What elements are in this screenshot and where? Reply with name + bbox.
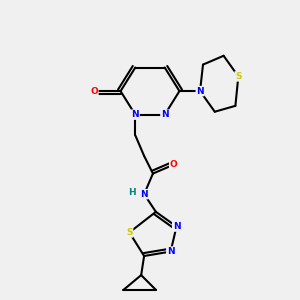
Text: O: O: [90, 87, 98, 96]
Text: S: S: [126, 228, 133, 237]
Text: S: S: [235, 72, 242, 81]
Text: N: N: [161, 110, 169, 119]
Text: N: N: [173, 222, 180, 231]
Text: N: N: [140, 190, 148, 199]
Text: N: N: [167, 247, 174, 256]
Text: H: H: [128, 188, 136, 197]
Text: O: O: [170, 160, 177, 169]
Text: N: N: [131, 110, 139, 119]
Text: N: N: [196, 87, 204, 96]
